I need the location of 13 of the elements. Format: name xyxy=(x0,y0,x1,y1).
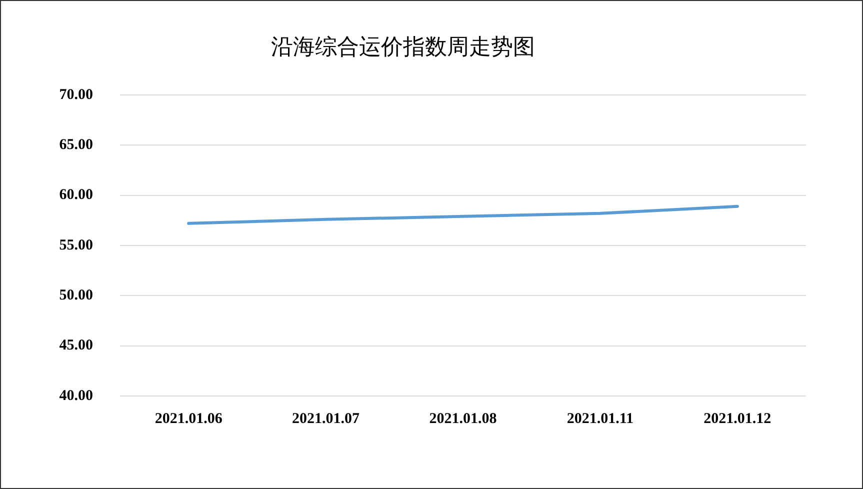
x-tick-label: 2021.01.11 xyxy=(566,410,634,427)
y-tick-label: 70.00 xyxy=(59,86,93,103)
y-tick-label: 65.00 xyxy=(59,137,93,154)
x-tick-label: 2021.01.12 xyxy=(704,410,772,427)
x-tick-label: 2021.01.07 xyxy=(292,410,360,427)
y-tick-label: 60.00 xyxy=(59,187,93,204)
x-tick-label: 2021.01.08 xyxy=(429,410,497,427)
y-tick-label: 50.00 xyxy=(59,288,93,304)
y-tick-label: 45.00 xyxy=(59,338,93,354)
x-tick-label: 2021.01.06 xyxy=(154,410,223,427)
chart-title: 沿海综合运价指数周走势图 xyxy=(271,34,535,59)
y-tick-label: 55.00 xyxy=(59,237,93,254)
y-tick-label: 40.00 xyxy=(59,388,93,404)
